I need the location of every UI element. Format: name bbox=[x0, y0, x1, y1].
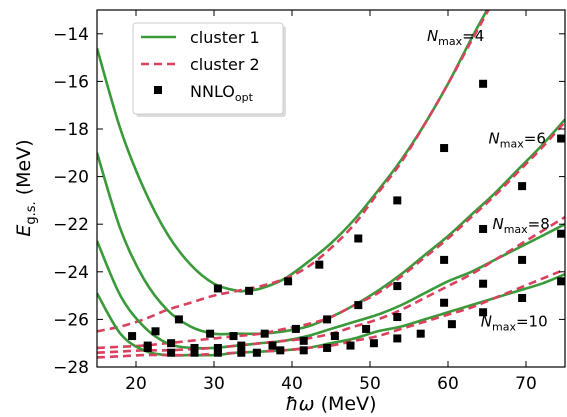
point-nnlo-nmax-6 bbox=[440, 255, 449, 264]
point-nnlo-nmax-6 bbox=[323, 315, 332, 324]
point-nnlo-nmax-10 bbox=[143, 343, 152, 352]
y-tick-label: −22 bbox=[53, 215, 89, 235]
x-tick-label: 50 bbox=[359, 374, 381, 394]
legend-label-cluster-1: cluster 1 bbox=[190, 28, 260, 47]
x-tick-label: 20 bbox=[125, 374, 147, 394]
x-tick-label: 30 bbox=[203, 374, 225, 394]
point-nnlo-nmax-6 bbox=[354, 301, 363, 310]
y-tick-label: −16 bbox=[53, 72, 89, 92]
point-nnlo-nmax-10 bbox=[447, 320, 456, 329]
point-nnlo-nmax-6 bbox=[151, 327, 160, 336]
point-nnlo-nmax-10 bbox=[369, 339, 378, 348]
point-nnlo-nmax-8 bbox=[213, 343, 222, 352]
point-nnlo-nmax-6 bbox=[393, 282, 402, 291]
nmax-annotation: Nmax=4 bbox=[427, 27, 484, 48]
point-nnlo-nmax-10 bbox=[190, 348, 199, 357]
point-nnlo-nmax-6 bbox=[557, 134, 565, 143]
y-tick-label: −14 bbox=[53, 25, 89, 45]
x-tick-label: 70 bbox=[515, 374, 537, 394]
y-tick-label: −24 bbox=[53, 263, 89, 283]
nmax-annotation: Nmax=10 bbox=[481, 313, 548, 334]
point-nnlo-nmax-10 bbox=[518, 293, 527, 302]
point-nnlo-nmax-8 bbox=[299, 336, 308, 345]
point-nnlo-nmax-10 bbox=[252, 348, 261, 357]
point-nnlo-nmax-4 bbox=[245, 286, 254, 295]
point-nnlo-nmax-10 bbox=[479, 308, 488, 317]
point-nnlo-nmax-8 bbox=[362, 324, 371, 333]
x-axis-label: ħω (MeV) bbox=[285, 393, 376, 415]
point-nnlo-nmax-10 bbox=[167, 348, 176, 357]
point-nnlo-nmax-6 bbox=[260, 329, 269, 338]
point-nnlo-nmax-6 bbox=[174, 315, 183, 324]
point-nnlo-nmax-8 bbox=[237, 341, 246, 350]
legend: cluster 1 cluster 2 NNLOopt bbox=[132, 22, 286, 117]
point-nnlo-nmax-8 bbox=[479, 279, 488, 288]
nmax-annotation: Nmax=6 bbox=[489, 129, 546, 150]
point-nnlo-nmax-6 bbox=[229, 332, 238, 341]
point-nnlo-nmax-8 bbox=[440, 298, 449, 307]
point-nnlo-nmax-10 bbox=[213, 348, 222, 357]
legend-label-cluster-2: cluster 2 bbox=[190, 55, 260, 74]
y-tick-label: −20 bbox=[53, 168, 89, 188]
point-nnlo-nmax-10 bbox=[237, 348, 246, 357]
point-nnlo-nmax-4 bbox=[393, 196, 402, 205]
point-nnlo-nmax-6 bbox=[518, 182, 527, 191]
point-nnlo-nmax-4 bbox=[440, 144, 449, 153]
x-tick-label: 40 bbox=[281, 374, 303, 394]
point-nnlo-nmax-8 bbox=[393, 313, 402, 322]
point-nnlo-nmax-10 bbox=[299, 346, 308, 355]
point-nnlo-nmax-10 bbox=[323, 343, 332, 352]
nmax-annotation: Nmax=8 bbox=[492, 215, 549, 236]
point-nnlo-nmax-6 bbox=[206, 329, 215, 338]
point-nnlo-nmax-6 bbox=[128, 332, 137, 341]
y-axis-label: Eg.s. (MeV) bbox=[13, 139, 39, 236]
legend-marker-nnlo bbox=[154, 86, 162, 94]
point-nnlo-nmax-8 bbox=[330, 332, 339, 341]
y-tick-label: −26 bbox=[53, 310, 89, 330]
point-nnlo-nmax-4 bbox=[315, 260, 324, 269]
x-tick-label: 60 bbox=[437, 374, 459, 394]
plot-frame bbox=[96, 9, 566, 368]
point-nnlo-nmax-10 bbox=[346, 341, 355, 350]
point-nnlo-nmax-8 bbox=[518, 255, 527, 264]
y-tick-label: −28 bbox=[53, 358, 89, 378]
point-nnlo-nmax-4 bbox=[354, 234, 363, 243]
point-nnlo-nmax-8 bbox=[557, 229, 565, 238]
point-nnlo-nmax-10 bbox=[276, 346, 285, 355]
point-nnlo-nmax-8 bbox=[268, 341, 277, 350]
point-nnlo-nmax-10 bbox=[393, 334, 402, 343]
legend-label-nnlo: NNLOopt bbox=[190, 82, 254, 104]
point-nnlo-nmax-8 bbox=[190, 343, 199, 352]
point-nnlo-nmax-4 bbox=[284, 277, 293, 286]
point-nnlo-nmax-10 bbox=[557, 277, 565, 286]
point-nnlo-nmax-6 bbox=[479, 224, 488, 233]
point-nnlo-nmax-6 bbox=[291, 324, 300, 333]
point-nnlo-nmax-4 bbox=[213, 284, 222, 293]
curve-cluster-2-nmax-4 bbox=[97, 10, 490, 333]
point-nnlo-nmax-10 bbox=[416, 329, 425, 338]
point-nnlo-nmax-4 bbox=[479, 79, 488, 88]
point-nnlo-nmax-8 bbox=[167, 339, 176, 348]
y-tick-label: −18 bbox=[53, 120, 89, 140]
